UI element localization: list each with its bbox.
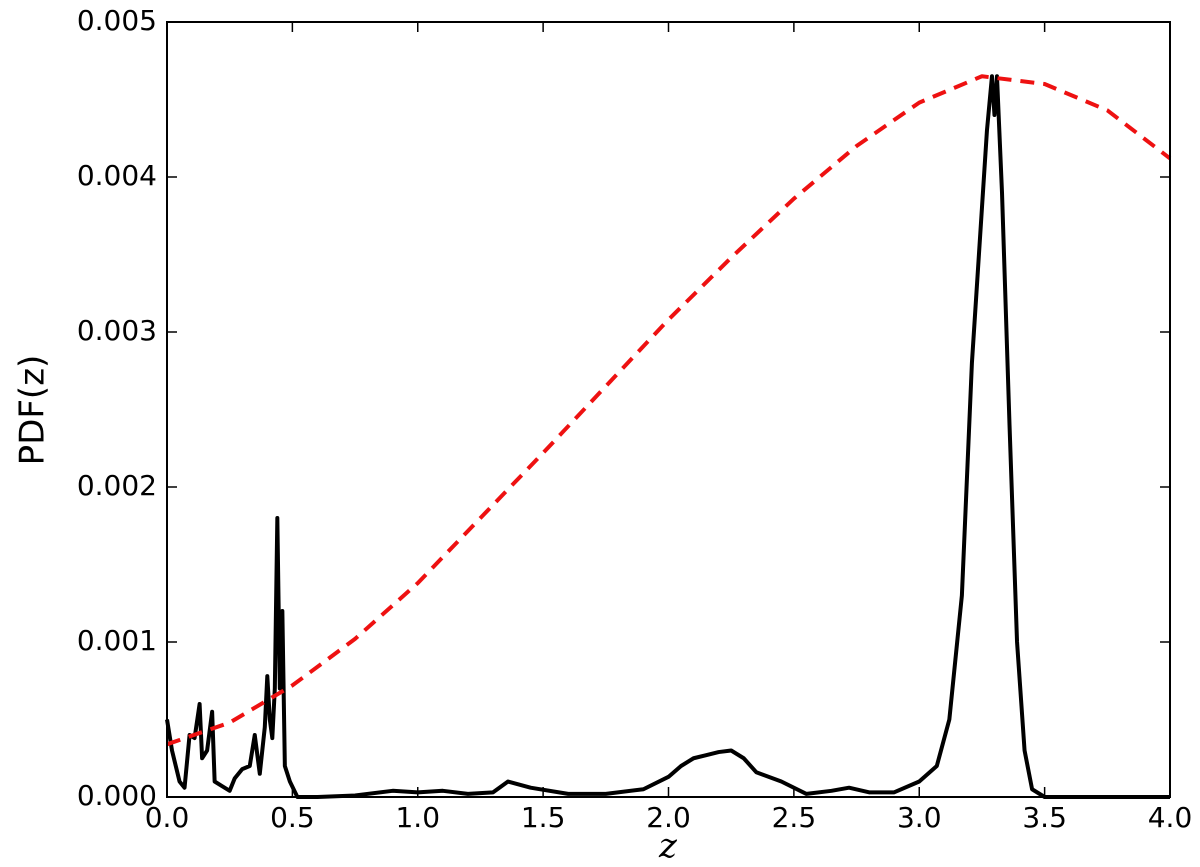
x-tick-label: 3.5 [1022,801,1067,834]
y-tick-label: 0.005 [77,4,157,37]
x-tick-label: 4.0 [1148,801,1193,834]
x-tick-label: 1.5 [521,801,566,834]
y-tick-label: 0.004 [77,159,157,192]
x-tick-label: 0.0 [145,801,190,834]
line-series [166,74,1172,747]
x-tick-label: 0.5 [270,801,315,834]
x-tick-label: 3.0 [897,801,942,834]
y-tick-label: 0.002 [77,469,157,502]
line-series [165,74,1170,799]
plot-frame [166,21,1171,798]
y-axis-label: PDF(z) [13,355,53,466]
x-tick-label: 2.5 [772,801,817,834]
y-tick-label: 0.003 [77,314,157,347]
y-tick-label: 0.001 [77,624,157,657]
x-axis-label: z [658,826,678,866]
y-tick-label: 0.000 [77,779,157,812]
x-tick-label: 1.0 [395,801,440,834]
x-tick-label: 2.0 [646,801,691,834]
